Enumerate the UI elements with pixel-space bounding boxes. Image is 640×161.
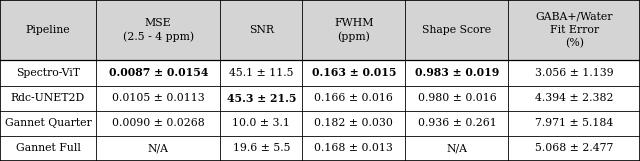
Bar <box>405 60 508 85</box>
Text: 0.163 ± 0.015: 0.163 ± 0.015 <box>312 67 396 78</box>
Bar <box>220 136 302 161</box>
Bar <box>0 0 96 60</box>
Bar <box>508 136 640 161</box>
Bar <box>405 0 508 60</box>
Bar <box>0 85 96 111</box>
Text: 0.0105 ± 0.0113: 0.0105 ± 0.0113 <box>112 93 205 103</box>
Text: 0.0090 ± 0.0268: 0.0090 ± 0.0268 <box>112 118 205 128</box>
Bar <box>508 111 640 136</box>
Bar <box>96 111 220 136</box>
Text: N/A: N/A <box>148 143 169 153</box>
Bar <box>508 85 640 111</box>
Bar <box>508 0 640 60</box>
Bar <box>0 60 96 85</box>
Text: GABA+/Water
Fit Error
(%): GABA+/Water Fit Error (%) <box>536 12 613 49</box>
Bar <box>405 136 508 161</box>
Text: N/A: N/A <box>446 143 467 153</box>
Bar <box>220 111 302 136</box>
Bar <box>405 85 508 111</box>
Bar <box>302 60 405 85</box>
Text: 10.0 ± 3.1: 10.0 ± 3.1 <box>232 118 291 128</box>
Text: MSE
(2.5 - 4 ppm): MSE (2.5 - 4 ppm) <box>123 18 194 42</box>
Text: 45.3 ± 21.5: 45.3 ± 21.5 <box>227 93 296 104</box>
Bar <box>96 60 220 85</box>
Text: SNR: SNR <box>249 25 274 35</box>
Text: Rdc-UNET2D: Rdc-UNET2D <box>11 93 85 103</box>
Bar <box>96 0 220 60</box>
Text: Gannet Full: Gannet Full <box>15 143 81 153</box>
Text: Spectro-ViT: Spectro-ViT <box>16 68 80 78</box>
Bar <box>508 60 640 85</box>
Text: 3.056 ± 1.139: 3.056 ± 1.139 <box>535 68 614 78</box>
Bar <box>0 111 96 136</box>
Bar <box>220 85 302 111</box>
Bar <box>302 136 405 161</box>
Text: Pipeline: Pipeline <box>26 25 70 35</box>
Bar <box>302 85 405 111</box>
Bar <box>302 0 405 60</box>
Bar <box>302 111 405 136</box>
Bar <box>96 136 220 161</box>
Text: 0.182 ± 0.030: 0.182 ± 0.030 <box>314 118 393 128</box>
Text: 19.6 ± 5.5: 19.6 ± 5.5 <box>232 143 290 153</box>
Bar <box>96 85 220 111</box>
Text: 5.068 ± 2.477: 5.068 ± 2.477 <box>535 143 613 153</box>
Text: Shape Score: Shape Score <box>422 25 492 35</box>
Bar <box>0 136 96 161</box>
Bar <box>220 60 302 85</box>
Bar <box>220 0 302 60</box>
Text: Gannet Quarter: Gannet Quarter <box>4 118 92 128</box>
Text: 0.0087 ± 0.0154: 0.0087 ± 0.0154 <box>109 67 208 78</box>
Bar <box>405 111 508 136</box>
Text: 0.936 ± 0.261: 0.936 ± 0.261 <box>417 118 496 128</box>
Text: 7.971 ± 5.184: 7.971 ± 5.184 <box>535 118 613 128</box>
Text: 0.983 ± 0.019: 0.983 ± 0.019 <box>415 67 499 78</box>
Text: 0.166 ± 0.016: 0.166 ± 0.016 <box>314 93 393 103</box>
Text: 0.980 ± 0.016: 0.980 ± 0.016 <box>417 93 496 103</box>
Text: 45.1 ± 11.5: 45.1 ± 11.5 <box>229 68 294 78</box>
Text: 0.168 ± 0.013: 0.168 ± 0.013 <box>314 143 393 153</box>
Text: 4.394 ± 2.382: 4.394 ± 2.382 <box>535 93 614 103</box>
Text: FWHM
(ppm): FWHM (ppm) <box>334 18 374 42</box>
